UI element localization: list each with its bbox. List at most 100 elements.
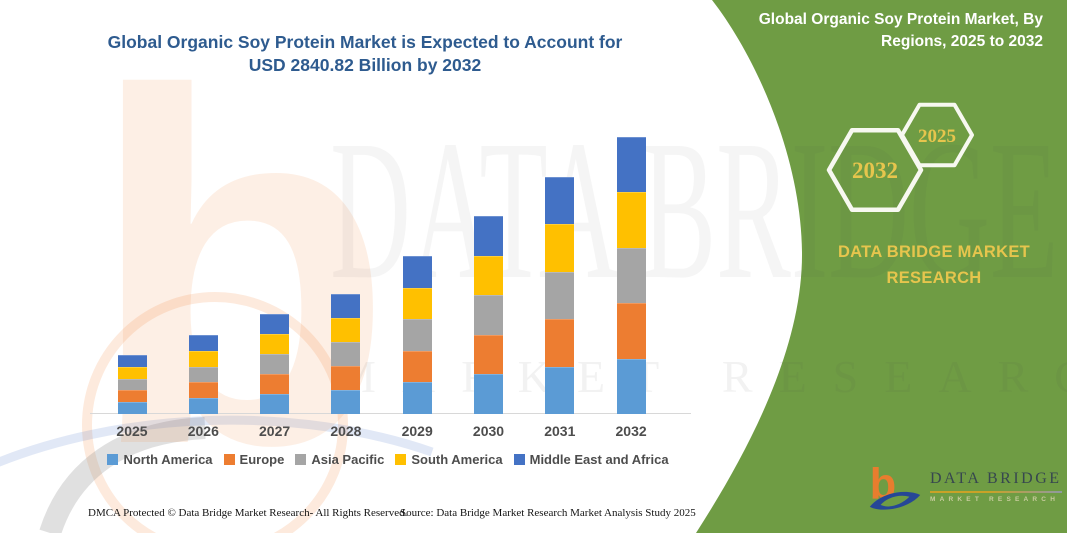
x-axis-label-2032: 2032 bbox=[615, 423, 647, 439]
bar-2025-asia-pacific bbox=[117, 378, 147, 391]
hexagon-2032-icon bbox=[826, 127, 924, 213]
bar-2030-middle-east-and-africa bbox=[474, 216, 503, 256]
hexagon-2032-label: 2032 bbox=[852, 158, 898, 183]
legend-label-europe: Europe bbox=[239, 452, 285, 467]
dbmr-logo: b DATA BRIDGE MARKET RESEARCH bbox=[868, 460, 1062, 512]
side-panel-shape bbox=[696, 0, 1067, 533]
bar-2031-europe bbox=[545, 319, 575, 367]
bar-2029 bbox=[402, 256, 432, 414]
x-axis-label-2027: 2027 bbox=[259, 423, 291, 439]
bar-2029-asia-pacific bbox=[402, 319, 432, 351]
legend-swatch-north-america bbox=[107, 454, 119, 465]
bar-2029-europe bbox=[402, 350, 432, 383]
legend-item-middle-east-and-africa: Middle East and Africa bbox=[513, 452, 669, 467]
bar-2025 bbox=[117, 355, 147, 414]
bar-2032-south-america bbox=[616, 192, 646, 248]
bar-2028-middle-east-and-africa bbox=[331, 294, 361, 318]
side-panel-brand-text: DATA BRIDGE MARKET RESEARCH bbox=[837, 243, 1031, 287]
watermark-b-logo-icon: b bbox=[88, 0, 393, 533]
bar-2027 bbox=[260, 314, 290, 414]
footer-dmca-text: DMCA Protected © Data Bridge Market Rese… bbox=[88, 507, 408, 519]
x-axis-label-2031: 2031 bbox=[544, 423, 576, 439]
legend-swatch-middle-east-and-africa bbox=[513, 454, 525, 465]
logo-name: DATA BRIDGE bbox=[930, 469, 1062, 487]
bar-2029-south-america bbox=[402, 287, 432, 320]
chart-legend: North America Europe Asia Pacific South Ame… bbox=[88, 452, 688, 467]
bar-2027-europe bbox=[260, 374, 290, 394]
bar-2026-europe bbox=[188, 382, 218, 399]
bar-2025-south-america bbox=[117, 366, 147, 379]
legend-item-asia-pacific: Asia Pacific bbox=[295, 452, 384, 467]
bar-2025-europe bbox=[117, 390, 147, 403]
watermark-ring-icon bbox=[82, 292, 348, 533]
bar-2026-north-america bbox=[188, 398, 218, 414]
bar-2030-europe bbox=[474, 334, 503, 375]
dbmr-logo-icon: b bbox=[869, 461, 921, 510]
watermark-brand-text: DATA BRIDGE bbox=[330, 101, 1058, 322]
bar-2030-south-america bbox=[474, 255, 503, 296]
bar-2031 bbox=[545, 176, 575, 414]
legend-swatch-asia-pacific bbox=[295, 454, 307, 465]
bar-2028 bbox=[331, 294, 361, 414]
legend-label-north-america: North America bbox=[123, 452, 213, 467]
bar-2029-north-america bbox=[402, 382, 432, 414]
x-axis-line bbox=[90, 413, 691, 414]
logo-underline bbox=[930, 490, 1062, 493]
watermark-tagline-text: MARKET RESEARCH bbox=[335, 351, 1067, 402]
bar-2030-north-america bbox=[474, 374, 503, 414]
x-axis-label-2026: 2026 bbox=[187, 423, 219, 439]
logo-tagline: MARKET RESEARCH bbox=[930, 495, 1060, 503]
bar-2031-south-america bbox=[545, 224, 575, 272]
bar-2032-europe bbox=[616, 303, 646, 359]
bar-2028-europe bbox=[331, 366, 361, 390]
legend-item-south-america: South America bbox=[395, 452, 503, 467]
logo-text-block: DATA BRIDGE MARKET RESEARCH bbox=[930, 470, 1062, 503]
bar-2031-asia-pacific bbox=[545, 271, 575, 319]
bar-2028-south-america bbox=[331, 318, 361, 342]
hexagon-2025-icon bbox=[900, 102, 974, 168]
bar-2031-north-america bbox=[545, 366, 575, 414]
bar-2032-middle-east-and-africa bbox=[616, 137, 646, 193]
chart-title: Global Organic Soy Protein Market is Exp… bbox=[107, 32, 623, 76]
bar-2030 bbox=[474, 216, 503, 414]
x-axis-label-2029: 2029 bbox=[401, 423, 433, 439]
hexagon-2025-label: 2025 bbox=[918, 126, 956, 147]
x-axis-label-2030: 2030 bbox=[472, 423, 505, 439]
logo-swoosh-cutout bbox=[880, 495, 910, 507]
watermark-brand-text-group: DATA BRIDGE bbox=[330, 101, 1058, 322]
bar-2029-middle-east-and-africa bbox=[402, 256, 432, 288]
watermark-blue-swoosh-icon bbox=[0, 415, 434, 467]
watermark-gray-swoosh-icon bbox=[39, 417, 206, 533]
legend-item-europe: Europe bbox=[223, 452, 285, 467]
footer-source-text: Source: Data Bridge Market Research Mark… bbox=[400, 507, 696, 519]
bar-2026-middle-east-and-africa bbox=[188, 335, 218, 351]
legend-label-middle-east-and-africa: Middle East and Africa bbox=[529, 452, 669, 467]
bar-2027-north-america bbox=[260, 394, 290, 414]
bar-2032-north-america bbox=[616, 358, 646, 414]
bar-2026 bbox=[188, 335, 218, 414]
legend-swatch-south-america bbox=[395, 454, 407, 465]
bar-2032-asia-pacific bbox=[616, 247, 646, 304]
x-axis-label-2028: 2028 bbox=[330, 423, 362, 439]
bar-2031-middle-east-and-africa bbox=[545, 176, 575, 224]
bar-2026-south-america bbox=[188, 350, 218, 367]
bar-2032 bbox=[616, 137, 646, 414]
legend-label-south-america: South America bbox=[411, 452, 503, 467]
side-panel-heading: Global Organic Soy Protein Market, By Re… bbox=[758, 11, 1043, 50]
bar-2027-asia-pacific bbox=[260, 354, 290, 374]
bar-2028-asia-pacific bbox=[331, 342, 361, 366]
bar-2027-middle-east-and-africa bbox=[260, 314, 290, 334]
x-axis-label-2025: 2025 bbox=[116, 423, 148, 439]
legend-item-north-america: North America bbox=[107, 452, 213, 467]
bar-2030-asia-pacific bbox=[474, 295, 503, 335]
legend-swatch-europe bbox=[223, 454, 235, 465]
bar-2028-north-america bbox=[331, 390, 361, 414]
legend-label-asia-pacific: Asia Pacific bbox=[311, 452, 385, 467]
bar-2026-asia-pacific bbox=[188, 366, 218, 383]
bar-2025-north-america bbox=[117, 402, 147, 414]
